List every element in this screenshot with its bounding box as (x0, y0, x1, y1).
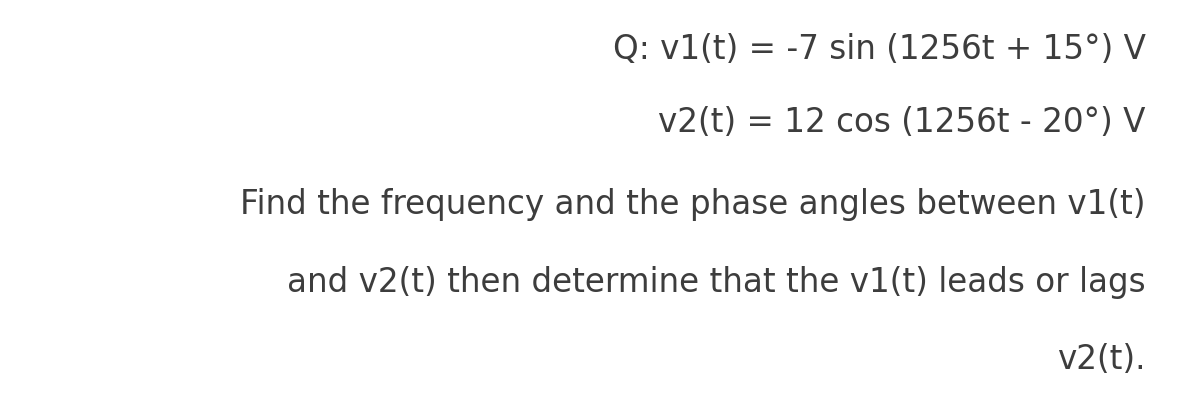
Text: Q: v1(t) = -7 sin (1256t + 15°) V: Q: v1(t) = -7 sin (1256t + 15°) V (613, 33, 1146, 65)
Text: v2(t).: v2(t). (1057, 344, 1146, 376)
Text: and v2(t) then determine that the v1(t) leads or lags: and v2(t) then determine that the v1(t) … (287, 266, 1146, 299)
Text: Find the frequency and the phase angles between v1(t): Find the frequency and the phase angles … (240, 188, 1146, 221)
Text: v2(t) = 12 cos (1256t - 20°) V: v2(t) = 12 cos (1256t - 20°) V (659, 106, 1146, 139)
